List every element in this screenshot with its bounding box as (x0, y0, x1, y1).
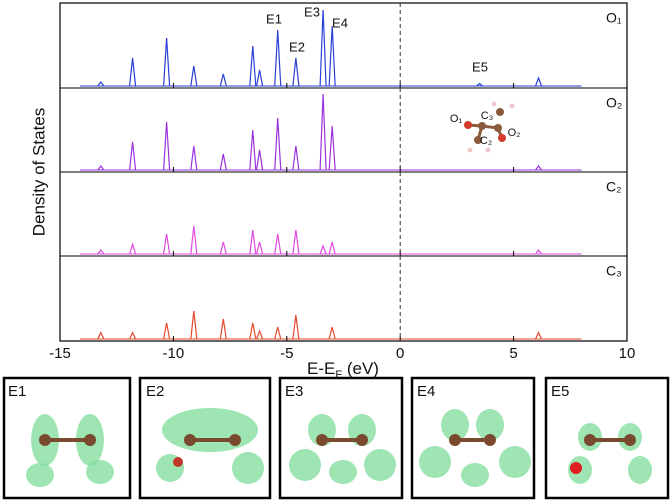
y-axis-label: Density of States (29, 108, 48, 237)
dos-peak (190, 145, 198, 171)
dos-peak (319, 9, 327, 87)
dos-peak (128, 141, 137, 171)
orbital-label: E2 (146, 383, 164, 400)
dos-peak (219, 153, 227, 171)
peak-annotation: E2 (289, 39, 305, 54)
peak-annotation: E1 (266, 11, 282, 26)
dos-peak (274, 326, 282, 340)
inset-label: O₁ (450, 113, 463, 125)
panel-label: C₂ (606, 179, 622, 195)
dos-peak (128, 57, 137, 87)
panel-label: C₃ (606, 263, 622, 279)
dos-peak (535, 331, 543, 340)
dos-peak (328, 241, 336, 255)
dos-peak (163, 322, 171, 340)
dos-peak (292, 145, 300, 171)
dos-peak (319, 244, 327, 255)
dos-peak (97, 249, 105, 255)
x-axis-label: E-EF (eV) (307, 359, 379, 380)
dos-peak (255, 149, 264, 171)
orbital-label: E5 (551, 383, 569, 400)
dos-peak (292, 229, 300, 255)
orbital-label: E1 (8, 383, 26, 400)
dos-peak (328, 326, 336, 340)
dos-peak (255, 69, 264, 87)
panel-label: O₂ (606, 95, 622, 111)
molecule-inset (464, 101, 515, 153)
dos-peak (190, 65, 198, 87)
dos-peak (292, 57, 300, 87)
x-tick-label: 10 (619, 345, 636, 362)
dos-peak (97, 165, 105, 171)
dos-peak (190, 310, 198, 340)
dos-peak (97, 81, 105, 87)
panel-label: O₁ (606, 10, 622, 26)
dos-peak (274, 117, 282, 171)
dos-peak (534, 76, 543, 87)
x-tick-label: -5 (280, 345, 293, 362)
peak-annotation: E4 (332, 15, 348, 30)
dos-peak (256, 329, 264, 340)
orbital-label: E4 (417, 383, 435, 400)
dos-peak (249, 322, 257, 340)
dos-peak (97, 331, 105, 340)
dos-peak (292, 314, 300, 340)
orbital-atoms (39, 434, 636, 474)
dos-peak (190, 225, 198, 255)
inset-label: O₂ (508, 127, 521, 139)
dos-peak (274, 233, 282, 255)
dos-peak (535, 165, 543, 171)
dos-peak (328, 125, 336, 171)
dos-peak (249, 45, 257, 87)
dos-peak (328, 25, 336, 87)
dos-peak (535, 249, 543, 255)
dos-peak (256, 241, 264, 255)
dos-peak (162, 121, 171, 171)
x-tick-label: -10 (163, 345, 185, 362)
dos-peak (219, 73, 227, 87)
peak-annotation: E3 (304, 4, 320, 19)
peak-annotation: E5 (472, 59, 488, 74)
x-label-unit: (eV) (342, 359, 379, 378)
dos-peak (162, 37, 171, 87)
dos-peak (219, 241, 227, 255)
dos-peak (249, 229, 257, 255)
orbital-label: E3 (285, 383, 303, 400)
dos-peak (319, 93, 327, 171)
x-label-sub: F (335, 369, 342, 381)
x-label-main: E-E (307, 359, 335, 378)
dos-peak (163, 233, 171, 255)
dos-peak (476, 82, 483, 87)
x-tick-label: 0 (396, 345, 404, 362)
dos-peak (219, 318, 227, 340)
dos-peak (274, 29, 282, 87)
x-tick-label: -15 (49, 345, 71, 362)
x-tick-label: 5 (509, 345, 517, 362)
inset-label: C₃ (481, 110, 493, 122)
dos-peak (249, 129, 257, 171)
inset-label: C₂ (480, 135, 492, 147)
dos-peak (129, 331, 137, 340)
dos-peak (129, 242, 137, 255)
